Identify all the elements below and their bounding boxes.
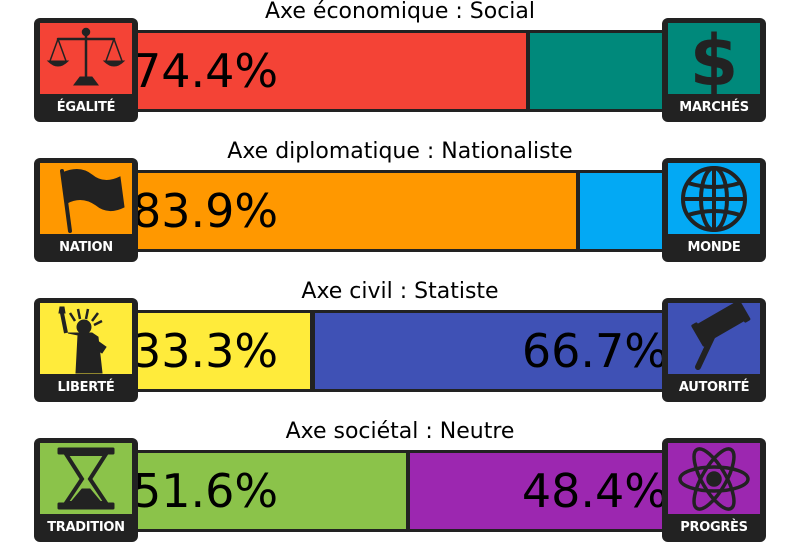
badge-icon-bg <box>40 443 132 514</box>
globe-icon <box>668 163 760 234</box>
percent-left: 51.6% <box>130 450 278 532</box>
flag-icon <box>40 163 132 234</box>
axis-civil: Axe civil : Statiste 33.3% 66.7% LIBERTÉ <box>0 280 800 406</box>
axis-bar: 33.3% 66.7% <box>130 310 670 392</box>
axis-bar: 83.9% <box>130 170 670 252</box>
badge-egalite: ÉGALITÉ <box>34 18 138 122</box>
percent-left: 33.3% <box>130 310 278 392</box>
badge-marches: $ MARCHÉS <box>662 18 766 122</box>
dollar-icon: $ <box>668 23 760 94</box>
badge-label: TRADITION <box>34 519 138 537</box>
svg-text:$: $ <box>690 23 739 94</box>
bar-fill-right <box>530 33 662 109</box>
badge-icon-bg <box>40 163 132 234</box>
scales-icon <box>40 23 132 94</box>
bar-fill-right <box>580 173 662 249</box>
badge-label: LIBERTÉ <box>34 379 138 397</box>
badge-icon-bg: $ <box>668 23 760 94</box>
badge-autorite: AUTORITÉ <box>662 298 766 402</box>
badge-label: MONDE <box>662 239 766 257</box>
badge-monde: MONDE <box>662 158 766 262</box>
badge-label: AUTORITÉ <box>662 379 766 397</box>
axis-economic: Axe économique : Social 74.4% <box>0 0 800 126</box>
axis-bar: 74.4% <box>130 30 670 112</box>
axis-diplomatic: Axe diplomatique : Nationaliste 83.9% NA… <box>0 140 800 266</box>
statue-of-liberty-icon <box>40 303 132 374</box>
axis-bar: 51.6% 48.4% <box>130 450 670 532</box>
badge-icon-bg <box>668 163 760 234</box>
badge-liberte: LIBERTÉ <box>34 298 138 402</box>
badge-tradition: TRADITION <box>34 438 138 542</box>
atom-icon <box>668 443 760 514</box>
badge-icon-bg <box>40 303 132 374</box>
hourglass-icon <box>40 443 132 514</box>
percent-left: 74.4% <box>130 30 278 112</box>
percent-right: 66.7% <box>522 310 670 392</box>
badge-icon-bg <box>40 23 132 94</box>
badge-label: MARCHÉS <box>662 99 766 117</box>
gavel-icon <box>668 303 760 374</box>
badge-icon-bg <box>668 443 760 514</box>
badge-progres: PROGRÈS <box>662 438 766 542</box>
axis-societal: Axe sociétal : Neutre 51.6% 48.4% TRADIT… <box>0 420 800 546</box>
percent-left: 83.9% <box>130 170 278 252</box>
badge-nation: NATION <box>34 158 138 262</box>
percent-right: 48.4% <box>522 450 670 532</box>
badge-label: ÉGALITÉ <box>34 99 138 117</box>
badge-label: NATION <box>34 239 138 257</box>
badge-icon-bg <box>668 303 760 374</box>
badge-label: PROGRÈS <box>662 519 766 537</box>
